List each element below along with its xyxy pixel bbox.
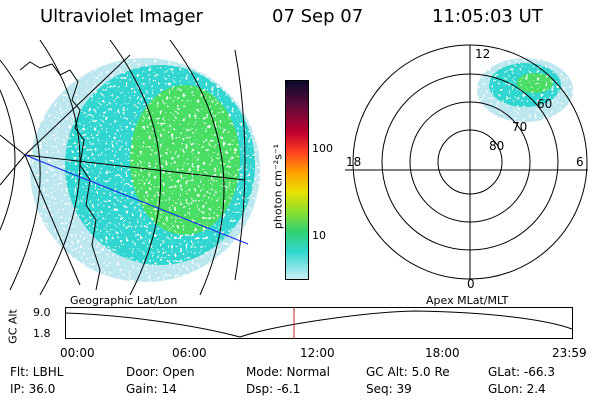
- geo-panel-label: Geographic Lat/Lon: [70, 294, 178, 307]
- time-tick-2359: 23:59: [552, 346, 587, 360]
- orbit-track: [24, 154, 249, 245]
- ip-info: IP: 36.0: [10, 382, 56, 396]
- time-tick-0600: 06:00: [172, 346, 207, 360]
- colorbar-tick-100: 100: [312, 142, 333, 155]
- gain-info: Gain: 14: [126, 382, 177, 396]
- glon-info: GLon: 2.4: [488, 382, 546, 396]
- date-label: 07 Sep 07: [272, 6, 364, 27]
- mlat-label-80: 80: [489, 139, 504, 153]
- mlt-label-0: 0: [467, 277, 475, 291]
- geographic-map: [0, 40, 260, 295]
- lat-lon-grid: [0, 40, 246, 295]
- mlat-label-60: 60: [537, 97, 552, 111]
- altitude-tick-low: 1.8: [33, 327, 51, 340]
- polar-plot: 12 18 6 0 60 70 80: [345, 44, 588, 291]
- color-scale-bar: [285, 80, 309, 280]
- polar-panel-label: Apex MLat/MLT: [426, 294, 509, 307]
- mlt-label-12: 12: [475, 47, 490, 61]
- glat-info: GLat: -66.3: [488, 365, 555, 379]
- altitude-timeline: [65, 307, 573, 339]
- colorbar-unit-label: photon cm⁻²s⁻¹: [271, 143, 285, 230]
- mode-info: Mode: Normal: [246, 365, 330, 379]
- filter-info: Flt: LBHL: [10, 365, 64, 379]
- dsp-info: Dsp: -6.1: [246, 382, 301, 396]
- time-label: 11:05:03 UT: [432, 6, 543, 27]
- polar-grid: [345, 44, 588, 280]
- instrument-title: Ultraviolet Imager: [40, 6, 203, 27]
- altitude-curve: [65, 310, 573, 338]
- mlt-label-6: 6: [576, 155, 584, 169]
- gc-alt-info: GC Alt: 5.0 Re: [366, 365, 450, 379]
- mlat-label-70: 70: [512, 120, 527, 134]
- time-tick-1800: 18:00: [425, 346, 460, 360]
- polar-emission: [477, 58, 573, 122]
- time-tick-0000: 00:00: [60, 346, 95, 360]
- coastline: [19, 61, 101, 291]
- time-tick-1200: 12:00: [300, 346, 335, 360]
- door-info: Door: Open: [126, 365, 195, 379]
- seq-info: Seq: 39: [366, 382, 412, 396]
- mlt-label-18: 18: [346, 155, 361, 169]
- altitude-tick-high: 9.0: [33, 306, 51, 319]
- altitude-axis-label: GC Alt: [6, 309, 20, 344]
- colorbar-tick-10: 10: [312, 229, 326, 242]
